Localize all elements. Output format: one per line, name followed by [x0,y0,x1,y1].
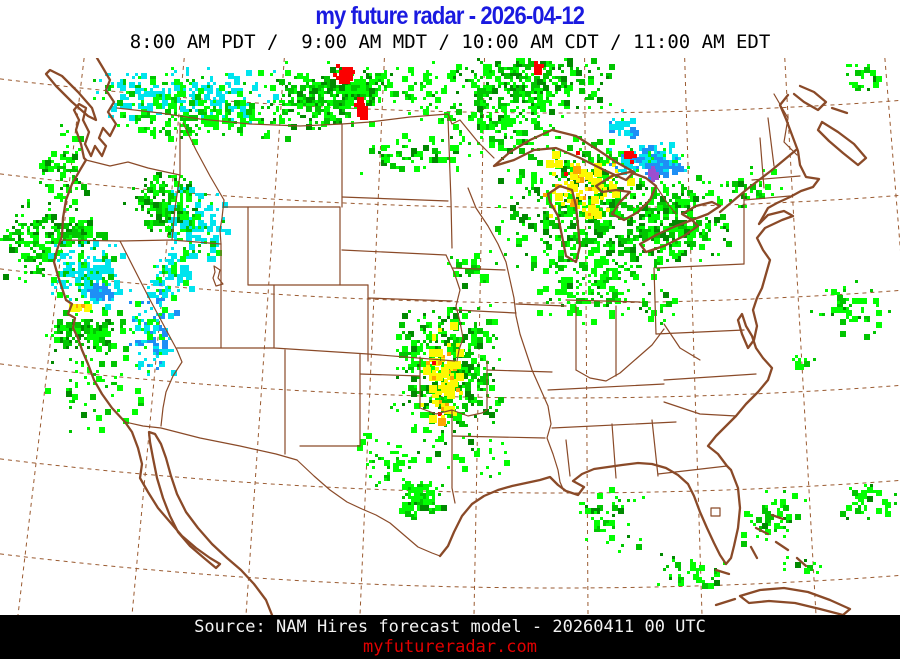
coastlines [44,58,868,615]
footer-bar: Source: NAM Hires forecast model - 20260… [0,615,900,659]
radar-map [0,58,900,615]
header: my future radar - 2026-04-12 8:00 AM PDT… [0,0,900,58]
source-label: Source: NAM Hires forecast model - 20260… [194,617,706,637]
valid-times-label: 8:00 AM PDT / 9:00 AM MDT / 10:00 AM CDT… [129,31,771,53]
precipitation-layer [0,58,897,589]
state-borders [61,93,801,557]
map-container [0,58,900,615]
website-link[interactable]: myfutureradar.com [363,637,537,657]
page-title: my future radar - 2026-04-12 [315,2,586,30]
